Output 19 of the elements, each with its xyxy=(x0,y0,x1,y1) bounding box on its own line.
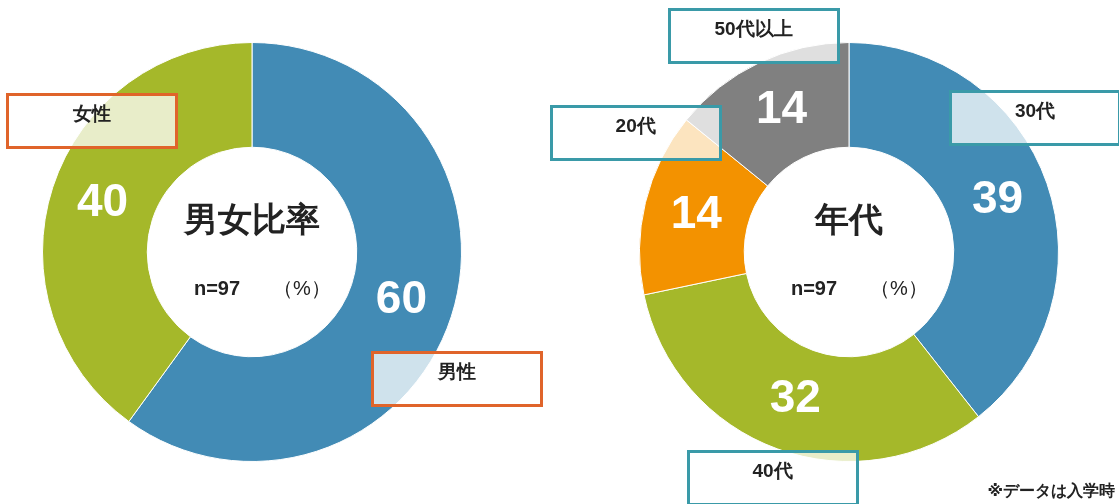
text: n=97 xyxy=(193,276,241,299)
data-label: 60 xyxy=(375,271,428,324)
text: （%） xyxy=(273,276,331,299)
slice-label: 20代 xyxy=(615,113,656,138)
data-label: 14 xyxy=(670,185,723,238)
text: ※データは入学時 xyxy=(987,481,1115,501)
data-label: 39 xyxy=(971,171,1024,224)
slice-label: 40代 xyxy=(752,459,793,483)
data-label: 32 xyxy=(769,370,821,423)
slice-label: 男性 xyxy=(437,359,476,384)
text: 年代 xyxy=(814,200,883,239)
text: 男女比率 xyxy=(183,200,320,239)
slice-label: 女性 xyxy=(73,102,111,127)
text: n=97 xyxy=(790,276,838,299)
slice-label: 50代以上 xyxy=(714,17,793,41)
data-label: 40 xyxy=(76,174,129,227)
data-label: 14 xyxy=(755,80,808,133)
text: （%） xyxy=(870,276,928,299)
slice-label: 30代 xyxy=(1014,99,1056,124)
